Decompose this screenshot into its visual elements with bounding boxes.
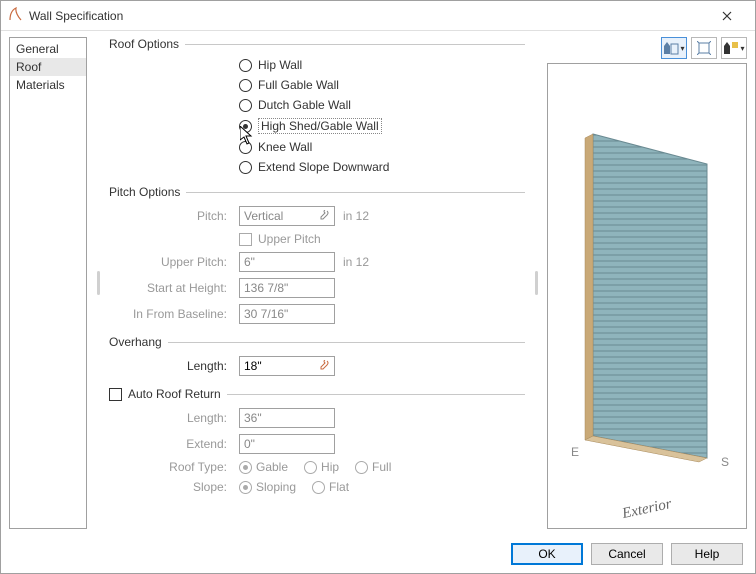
pitch-input[interactable]: Vertical [239,206,335,226]
wall-spec-window: Wall Specification General Roof Material… [0,0,756,574]
preview-viewport[interactable]: E S Exterior [547,63,747,529]
wall-preview-svg: E S [557,106,737,486]
window-title: Wall Specification [29,9,707,23]
overhang-header: Overhang [109,335,168,349]
overhang-group: Overhang Length: 18" [109,335,525,379]
in-from-value: 30 7/16" [244,307,288,321]
radio-full-gable-label[interactable]: Full Gable Wall [258,78,339,92]
preview-tool-color[interactable]: ▾ [721,37,747,59]
arr-rooftype-label: Roof Type: [109,460,239,474]
preview-toolbar: ▾ ▾ [547,37,747,59]
radio-knee-wall[interactable] [239,141,252,154]
in-from-input[interactable]: 30 7/16" [239,304,335,324]
auto-roof-return-group: Auto Roof Return Length: 36" Extend: 0" … [109,387,525,497]
sidebar-item-general[interactable]: General [10,40,86,58]
preview-tool-elevation[interactable]: ▾ [661,37,687,59]
overhang-length-value: 18" [244,359,262,373]
close-button[interactable] [707,2,747,30]
dialog-footer: OK Cancel Help [1,535,755,573]
roof-options-group: Roof Options Hip Wall Full Gable Wall Du… [109,37,525,177]
radio-knee-wall-label[interactable]: Knee Wall [258,140,312,154]
app-icon [9,7,23,24]
compass-e: E [571,445,579,459]
arr-extend-input[interactable]: 0" [239,434,335,454]
category-sidebar: General Roof Materials [9,37,87,529]
radio-dutch-gable[interactable] [239,99,252,112]
splitter-right[interactable] [533,37,539,529]
radio-sloping[interactable] [239,481,252,494]
radio-hip-wall-label[interactable]: Hip Wall [258,58,302,72]
pitch-suffix: in 12 [343,209,369,223]
arr-length-input[interactable]: 36" [239,408,335,428]
in-from-label: In From Baseline: [109,307,239,321]
roof-options-header: Roof Options [109,37,185,51]
pitch-value: Vertical [244,209,283,223]
radio-hip-wall[interactable] [239,59,252,72]
radio-full-gable[interactable] [239,79,252,92]
start-at-value: 136 7/8" [244,281,288,295]
radio-extend-slope-label[interactable]: Extend Slope Downward [258,160,389,174]
upper-pitch-input[interactable]: 6" [239,252,335,272]
radio-hip[interactable] [304,461,317,474]
radio-flat-label[interactable]: Flat [329,480,349,494]
radio-high-shed[interactable] [239,120,252,133]
overhang-length-label: Length: [109,359,239,373]
start-at-label: Start at Height: [109,281,239,295]
arr-extend-label: Extend: [109,437,239,451]
upper-pitch-checkbox[interactable] [239,233,252,246]
radio-high-shed-label[interactable]: High Shed/Gable Wall [258,118,382,134]
preview-label: Exterior [621,496,673,523]
arr-length-value: 36" [244,411,262,425]
auto-roof-return-header[interactable]: Auto Roof Return [128,387,221,401]
main-area: Roof Options Hip Wall Full Gable Wall Du… [109,37,747,529]
pitch-label: Pitch: [109,209,239,223]
arr-slope-label: Slope: [109,480,239,494]
compass-s: S [721,455,729,469]
radio-gable[interactable] [239,461,252,474]
sidebar-item-materials[interactable]: Materials [10,76,86,94]
arr-length-label: Length: [109,411,239,425]
upper-pitch-label: Upper Pitch: [109,255,239,269]
start-at-input[interactable]: 136 7/8" [239,278,335,298]
sidebar-item-roof[interactable]: Roof [10,58,86,76]
radio-dutch-gable-label[interactable]: Dutch Gable Wall [258,98,351,112]
titlebar: Wall Specification [1,1,755,31]
radio-hip-label[interactable]: Hip [321,460,339,474]
radio-gable-label[interactable]: Gable [256,460,288,474]
overhang-length-input[interactable]: 18" [239,356,335,376]
upper-pitch-value: 6" [244,255,255,269]
arr-extend-value: 0" [244,437,255,451]
radio-extend-slope[interactable] [239,161,252,174]
wrench-icon [320,210,330,223]
preview-pane: ▾ ▾ [547,37,747,529]
pitch-options-header: Pitch Options [109,185,186,199]
auto-roof-return-checkbox[interactable] [109,388,122,401]
radio-full-label[interactable]: Full [372,460,391,474]
radio-full[interactable] [355,461,368,474]
cancel-button[interactable]: Cancel [591,543,663,565]
upper-pitch-check-label[interactable]: Upper Pitch [258,232,321,246]
dialog-body: General Roof Materials Roof Options Hip … [1,31,755,535]
ok-button[interactable]: OK [511,543,583,565]
splitter-left[interactable] [95,37,101,529]
preview-tool-extents[interactable] [691,37,717,59]
form-area: Roof Options Hip Wall Full Gable Wall Du… [109,37,525,529]
help-button[interactable]: Help [671,543,743,565]
radio-sloping-label[interactable]: Sloping [256,480,296,494]
pitch-options-group: Pitch Options Pitch: Vertical in 12 [109,185,525,327]
wrench-icon [320,360,330,373]
radio-flat[interactable] [312,481,325,494]
upper-pitch-suffix: in 12 [343,255,369,269]
